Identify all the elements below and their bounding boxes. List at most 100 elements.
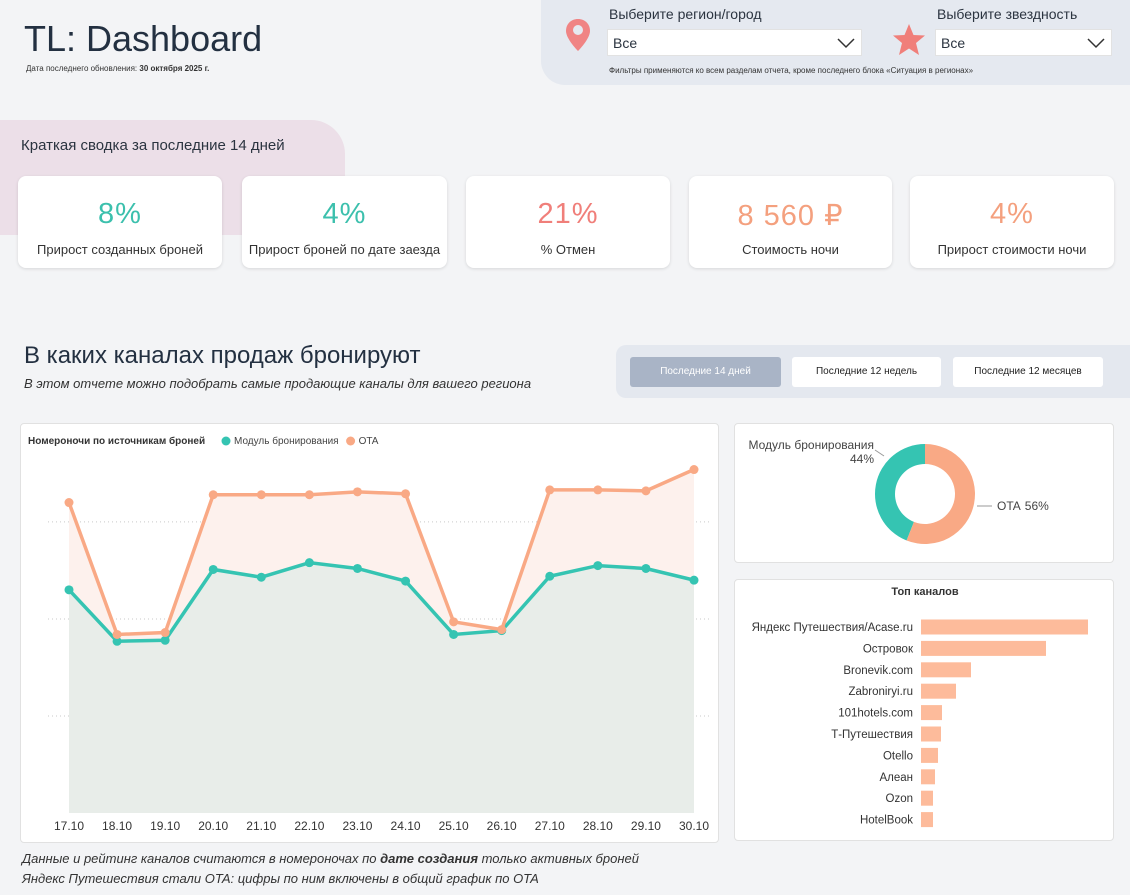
data-point bbox=[449, 629, 459, 639]
page-title: TL: Dashboard bbox=[24, 18, 263, 59]
legend-label: Модуль бронирования bbox=[234, 435, 339, 447]
footer-text: Данные и рейтинг каналов считаются в ном… bbox=[22, 851, 381, 866]
donut-chart-card: Модуль бронирования 44% OTA 56% bbox=[734, 423, 1114, 563]
kpi-card: 8 560 ₽ Стоимость ночи bbox=[689, 176, 892, 268]
x-tick-label: 17.10 bbox=[54, 819, 84, 833]
data-point bbox=[352, 563, 362, 573]
x-tick-label: 22.10 bbox=[294, 819, 324, 833]
data-point bbox=[64, 585, 74, 595]
bar bbox=[921, 747, 938, 763]
category-label: Алеан bbox=[879, 772, 913, 784]
x-tick-label: 23.10 bbox=[342, 819, 372, 833]
location-icon bbox=[566, 19, 590, 51]
x-tick-label: 18.10 bbox=[102, 819, 132, 833]
x-tick-label: 19.10 bbox=[150, 819, 180, 833]
data-point bbox=[401, 489, 411, 499]
line-chart-card: Номероночи по источникам броней Модуль бр… bbox=[20, 423, 719, 843]
data-point bbox=[593, 561, 603, 571]
area bbox=[69, 562, 694, 813]
region-value: Все bbox=[613, 35, 638, 51]
kpi-value: 4% bbox=[322, 198, 367, 230]
kpi-value: 8% bbox=[98, 198, 142, 230]
category-label: 101hotels.com bbox=[838, 708, 913, 720]
x-tick-label: 29.10 bbox=[631, 819, 661, 833]
bar-chart-card: Топ каналов Яндекс Путешествия/Acase.ru Ос… bbox=[734, 579, 1114, 841]
category-label: Т-Путешествия bbox=[831, 729, 913, 741]
slice-value: 56% bbox=[1025, 499, 1049, 513]
legend-marker bbox=[221, 436, 231, 446]
data-point bbox=[112, 629, 122, 639]
data-point bbox=[497, 625, 507, 635]
category-label: Zabroniryi.ru bbox=[848, 686, 913, 698]
stars-value: Все bbox=[941, 35, 966, 51]
section-subtitle: В этом отчете можно подобрать самые прод… bbox=[24, 376, 532, 391]
chart-title: Номероночи по источникам броней bbox=[28, 435, 205, 447]
slice-value: 44% bbox=[850, 452, 874, 466]
kpi-card: 8% Прирост созданных броней bbox=[18, 176, 222, 268]
category-label: Bronevik.com bbox=[843, 665, 913, 677]
updated-date: 30 октября 2025 г. bbox=[139, 64, 210, 73]
category-label: HotelBook bbox=[860, 815, 913, 827]
category-label: Островок bbox=[863, 643, 914, 655]
chevron-icon bbox=[1087, 38, 1105, 49]
kpi-label: % Отмен bbox=[540, 242, 596, 257]
slice-name: OTA bbox=[997, 499, 1021, 513]
bar bbox=[921, 640, 1046, 656]
data-point bbox=[64, 498, 74, 508]
kpi-label: Прирост броней по дате заезда bbox=[248, 242, 441, 257]
data-point bbox=[208, 490, 218, 500]
data-point bbox=[160, 635, 170, 645]
period-tab[interactable]: Последние 12 недель bbox=[792, 357, 941, 387]
summary-title: Краткая сводка за последние 14 дней bbox=[21, 137, 285, 154]
kpi-card: 4% Прирост броней по дате заезда bbox=[242, 176, 447, 268]
footer-text: только активных броней bbox=[477, 851, 639, 866]
x-tick-label: 25.10 bbox=[439, 819, 469, 833]
x-tick-label: 21.10 bbox=[246, 819, 276, 833]
slice-label: OTA 56% bbox=[997, 499, 1049, 513]
stars-filter-label: Выберите звездность bbox=[937, 6, 1078, 22]
kpi-value: 4% bbox=[990, 198, 1034, 230]
footer-emphasis: дате создания bbox=[380, 851, 478, 866]
footer-note-1: Данные и рейтинг каналов считаются в ном… bbox=[22, 851, 639, 866]
period-tab[interactable]: Последние 14 дней bbox=[630, 357, 781, 387]
category-label: Ozon bbox=[886, 793, 914, 805]
data-point bbox=[304, 558, 314, 568]
region-filter-label: Выберите регион/город bbox=[609, 6, 762, 22]
x-tick-label: 24.10 bbox=[391, 819, 421, 833]
updated-label: Дата последнего обновления: bbox=[26, 64, 138, 73]
bar bbox=[921, 769, 935, 785]
kpi-label: Прирост созданных броней bbox=[37, 242, 203, 257]
section-title: В каких каналах продаж бронируют bbox=[24, 342, 421, 369]
data-point bbox=[160, 628, 170, 638]
kpi-value: 21% bbox=[537, 198, 599, 230]
data-point bbox=[401, 576, 411, 586]
stars-dropdown[interactable]: Все bbox=[935, 29, 1112, 56]
slice-label: Модуль бронирования bbox=[748, 438, 874, 452]
data-point bbox=[449, 617, 459, 627]
chevron-icon bbox=[837, 38, 855, 49]
category-label: Otello bbox=[883, 750, 913, 762]
legend-marker bbox=[346, 436, 356, 446]
star-icon bbox=[893, 24, 925, 55]
bar bbox=[921, 619, 1088, 635]
bar bbox=[921, 790, 933, 806]
data-point bbox=[352, 487, 362, 497]
region-dropdown[interactable]: Все bbox=[607, 29, 862, 56]
legend-label: OTA bbox=[359, 436, 379, 447]
x-tick-label: 26.10 bbox=[487, 819, 517, 833]
bar bbox=[921, 705, 942, 721]
footer-note-2: Яндекс Путешествия стали OTA: цифры по н… bbox=[22, 871, 539, 886]
bar bbox=[921, 726, 941, 742]
x-tick-label: 30.10 bbox=[679, 819, 709, 833]
data-point bbox=[112, 636, 122, 646]
chart-title: Топ каналов bbox=[891, 586, 958, 598]
x-tick-label: 27.10 bbox=[535, 819, 565, 833]
kpi-value: 8 560 ₽ bbox=[737, 200, 844, 232]
kpi-card: 21% % Отмен bbox=[466, 176, 670, 268]
line bbox=[67, 560, 695, 644]
data-point bbox=[593, 485, 603, 495]
period-tab[interactable]: Последние 12 месяцев bbox=[953, 357, 1103, 387]
data-point bbox=[545, 571, 555, 581]
data-point bbox=[256, 490, 266, 500]
